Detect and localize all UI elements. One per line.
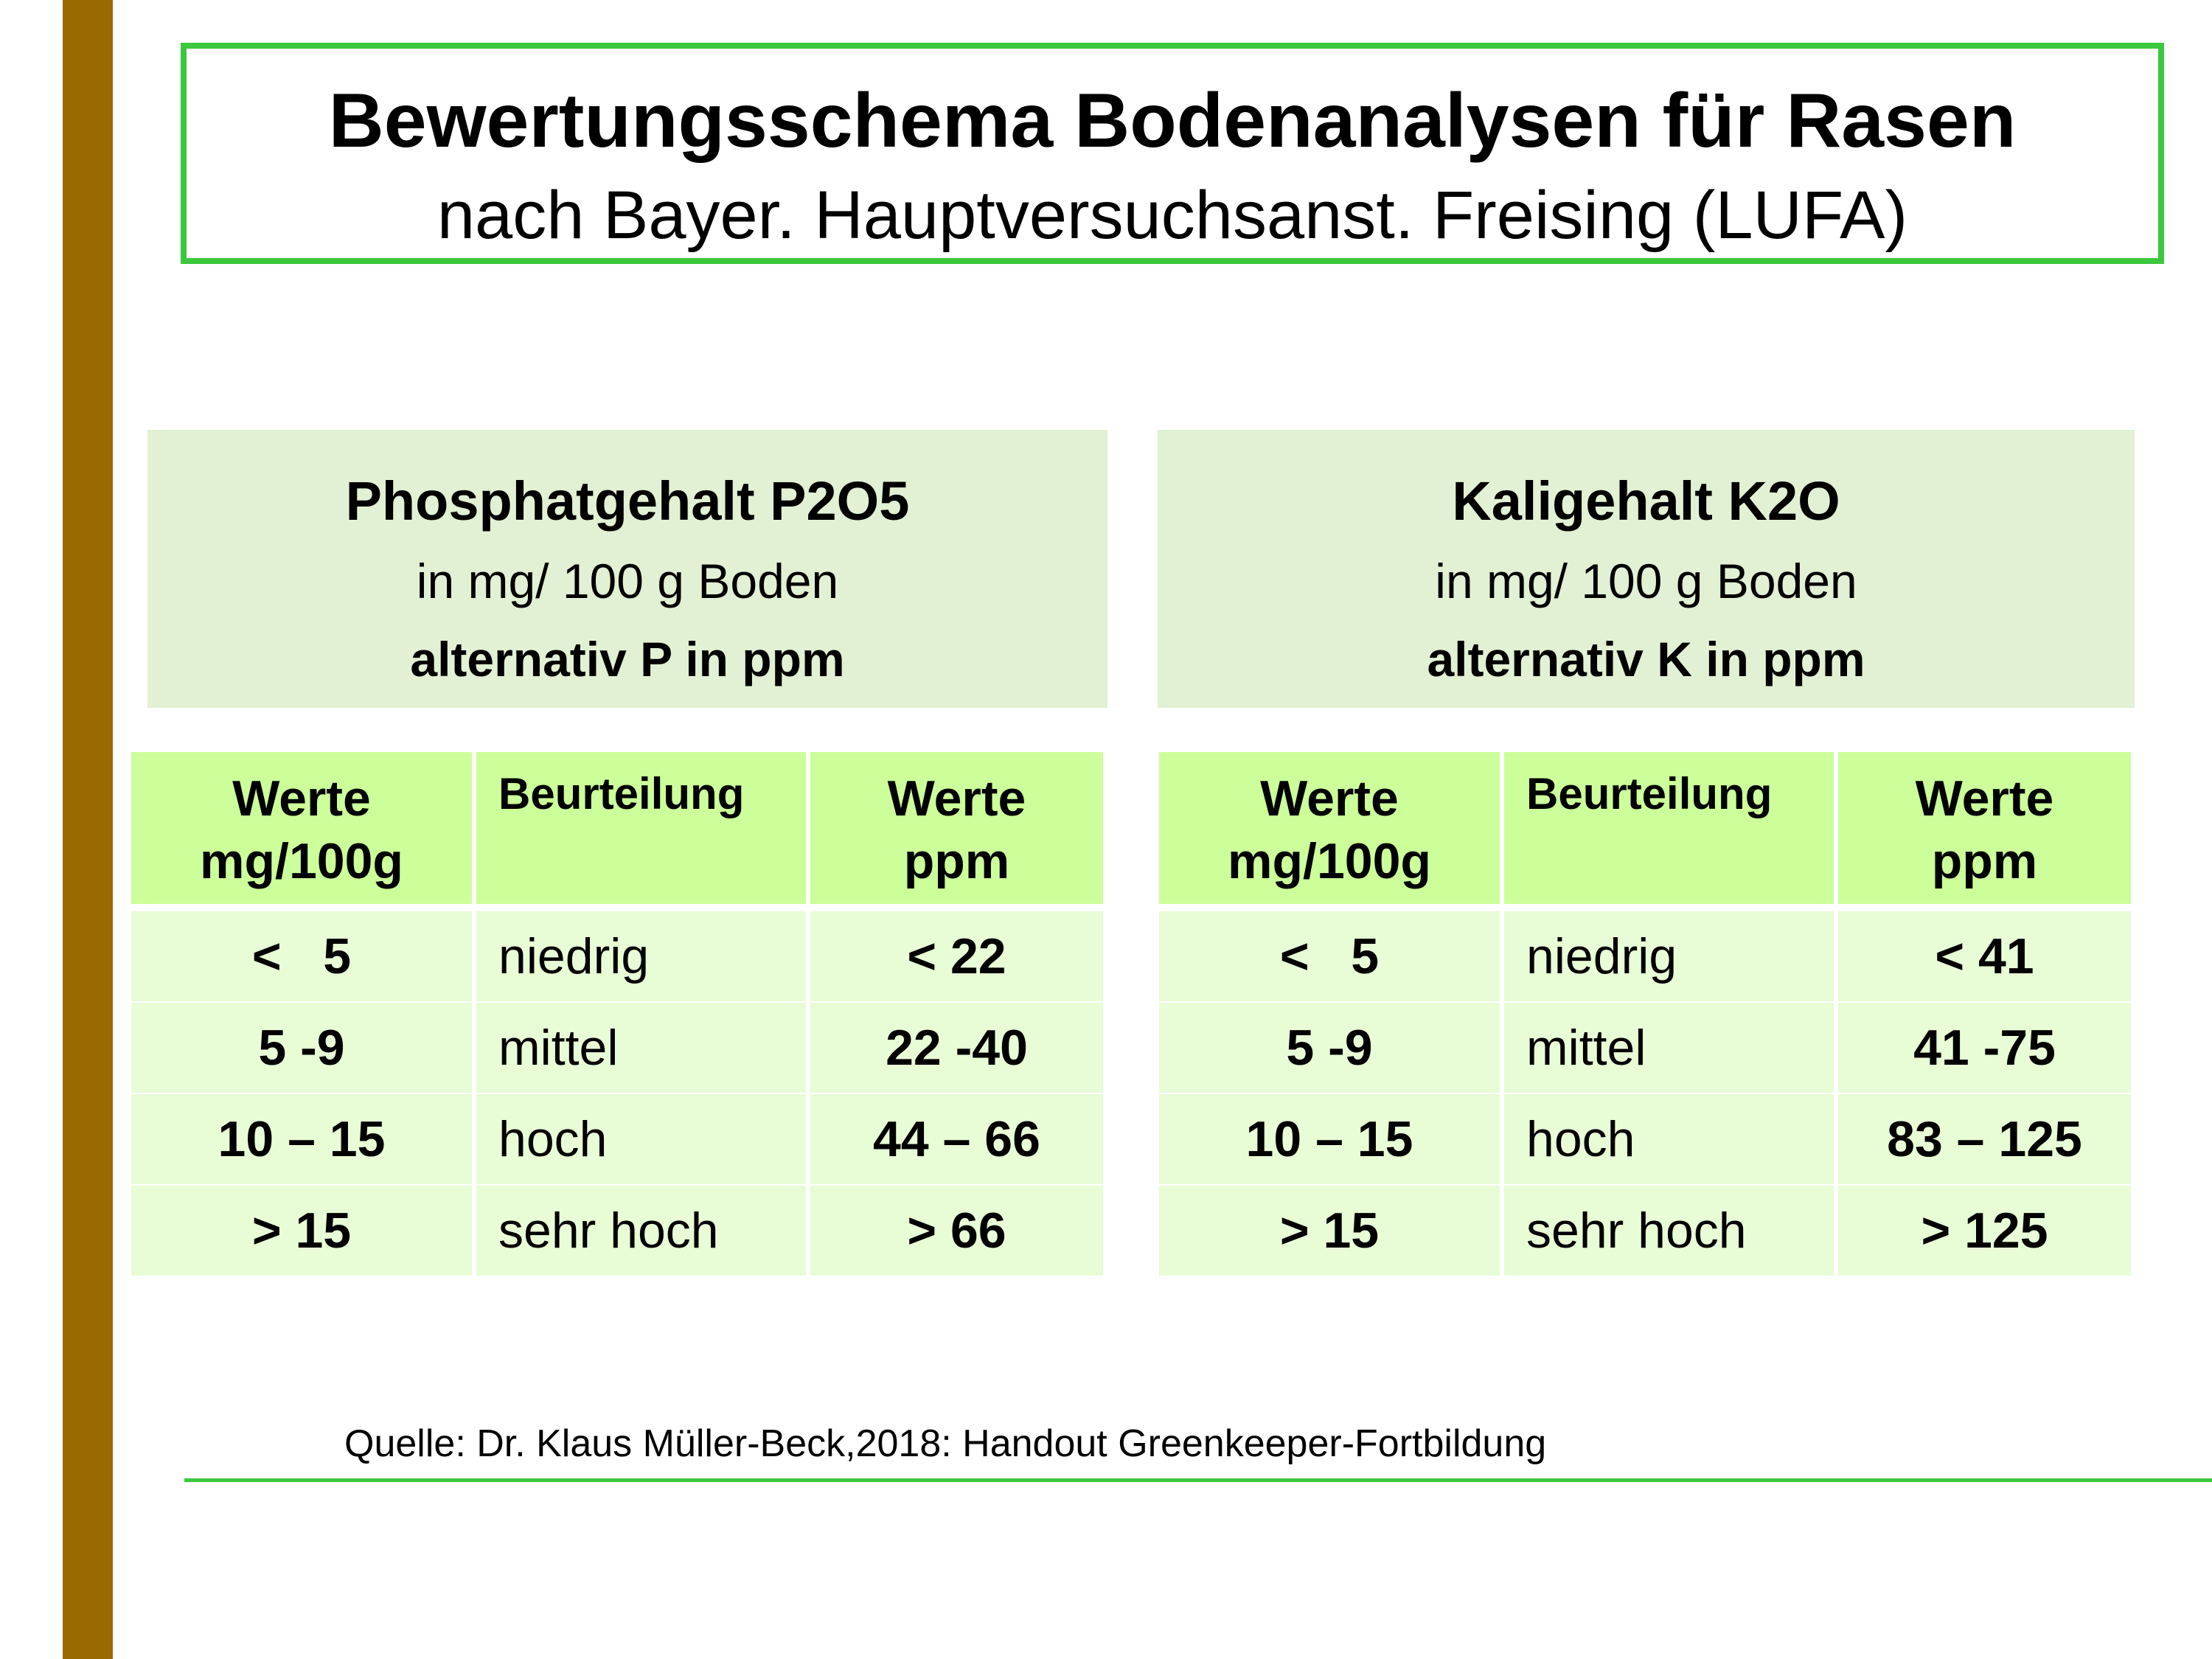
cell-mg: 10 – 15 (131, 1094, 476, 1184)
page-title: Bewertungsschema Bodenanalysen für Rasen (328, 78, 2017, 164)
table-header-row: Werte mg/100g Beurteilung Werte ppm (1159, 752, 2131, 911)
column-header-ppm-line2: ppm (1931, 833, 2038, 889)
cell-mg: > 15 (131, 1186, 476, 1276)
cell-mg: < 5 (131, 911, 476, 1001)
table-row: > 15 sehr hoch > 125 (1159, 1184, 2131, 1276)
column-header-mg-line1: Werte (1260, 771, 1399, 827)
cell-ppm: 41 -75 (1838, 1003, 2131, 1093)
table-row: < 5 niedrig < 22 (131, 911, 1103, 1001)
cell-rating: mittel (476, 1003, 810, 1093)
column-header-mg: Werte mg/100g (1159, 752, 1504, 904)
cell-rating: sehr hoch (476, 1186, 810, 1276)
phosphate-header-box: Phosphatgehalt P2O5 in mg/ 100 g Boden a… (147, 430, 1107, 708)
phosphate-unit: in mg/ 100 g Boden (416, 554, 839, 608)
footer-divider (184, 1478, 2212, 1482)
table-header-row: Werte mg/100g Beurteilung Werte ppm (131, 752, 1103, 911)
table-row: 5 -9 mittel 22 -40 (131, 1001, 1103, 1093)
column-header-ppm-line1: Werte (1915, 771, 2054, 827)
column-header-mg-line1: Werte (232, 771, 371, 827)
column-header-ppm-line1: Werte (887, 771, 1026, 827)
cell-ppm: > 125 (1838, 1186, 2131, 1276)
cell-rating: niedrig (476, 911, 810, 1001)
cell-mg: 5 -9 (131, 1003, 476, 1093)
phosphate-table: Werte mg/100g Beurteilung Werte ppm < 5 … (131, 752, 1103, 1276)
cell-mg: 10 – 15 (1159, 1094, 1504, 1184)
column-header-ppm: Werte ppm (810, 752, 1103, 904)
left-accent-bar (63, 0, 113, 1659)
cell-ppm: < 22 (810, 911, 1103, 1001)
column-header-rating: Beurteilung (476, 752, 810, 904)
cell-ppm: 22 -40 (810, 1003, 1103, 1093)
source-note: Quelle: Dr. Klaus Müller-Beck,2018: Hand… (344, 1422, 1547, 1465)
cell-ppm: 83 – 125 (1838, 1094, 2131, 1184)
column-header-ppm-line2: ppm (903, 833, 1010, 889)
cell-ppm: > 66 (810, 1186, 1103, 1276)
table-row: 5 -9 mittel 41 -75 (1159, 1001, 2131, 1093)
cell-ppm: < 41 (1838, 911, 2131, 1001)
cell-mg: 5 -9 (1159, 1003, 1504, 1093)
column-header-ppm: Werte ppm (1838, 752, 2131, 904)
potassium-title: Kaligehalt K2O (1452, 470, 1840, 532)
table-row: > 15 sehr hoch > 66 (131, 1184, 1103, 1276)
potassium-unit: in mg/ 100 g Boden (1435, 554, 1857, 608)
phosphate-alt: alternativ P in ppm (410, 632, 845, 686)
table-row: 10 – 15 hoch 44 – 66 (131, 1093, 1103, 1184)
cell-mg: > 15 (1159, 1186, 1504, 1276)
title-box: Bewertungsschema Bodenanalysen für Rasen… (181, 43, 2164, 264)
potassium-alt: alternativ K in ppm (1427, 632, 1865, 686)
column-header-mg-line2: mg/100g (200, 833, 403, 889)
cell-ppm: 44 – 66 (810, 1094, 1103, 1184)
cell-rating: hoch (476, 1094, 810, 1184)
potassium-table: Werte mg/100g Beurteilung Werte ppm < 5 … (1159, 752, 2131, 1276)
cell-rating: hoch (1504, 1094, 1838, 1184)
table-row: 10 – 15 hoch 83 – 125 (1159, 1093, 2131, 1184)
phosphate-title: Phosphatgehalt P2O5 (345, 470, 910, 532)
cell-rating: niedrig (1504, 911, 1838, 1001)
table-row: < 5 niedrig < 41 (1159, 911, 2131, 1001)
column-header-mg: Werte mg/100g (131, 752, 476, 904)
cell-mg: < 5 (1159, 911, 1504, 1001)
column-header-mg-line2: mg/100g (1228, 833, 1431, 889)
potassium-header-box: Kaligehalt K2O in mg/ 100 g Boden altern… (1158, 430, 2135, 708)
cell-rating: mittel (1504, 1003, 1838, 1093)
column-header-rating: Beurteilung (1504, 752, 1838, 904)
page-subtitle: nach Bayer. Hauptversuchsanst. Freising … (437, 178, 1908, 253)
cell-rating: sehr hoch (1504, 1186, 1838, 1276)
